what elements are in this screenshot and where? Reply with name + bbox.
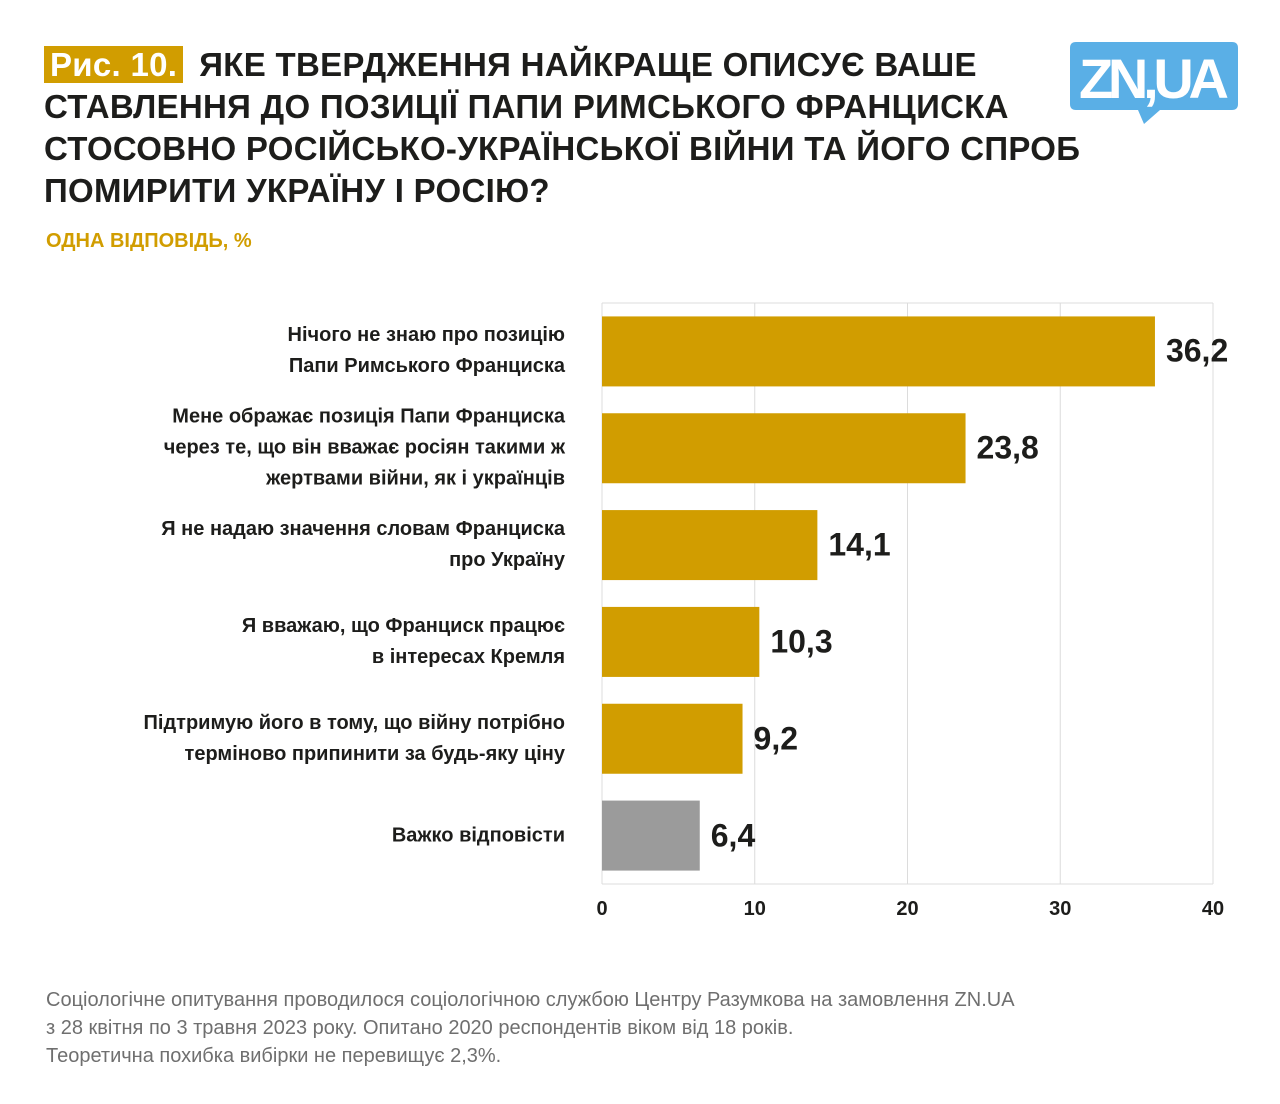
- svg-text:ZN,UA: ZN,UA: [1079, 47, 1229, 110]
- category-label: Я вважаю, що Франциск працює в інтересах …: [241, 614, 565, 668]
- title-text: ЯКЕ ТВЕРДЖЕННЯ НАЙКРАЩЕ ОПИСУЄ ВАШЕ СТАВ…: [44, 46, 1081, 209]
- bar: [602, 316, 1155, 387]
- bar: [602, 510, 818, 581]
- chart-title: Рис. 10. ЯКЕ ТВЕРДЖЕННЯ НАЙКРАЩЕ ОПИСУЄ В…: [44, 44, 1104, 212]
- data-label: 36,2: [1165, 332, 1229, 369]
- data-label: 6,4: [710, 817, 756, 854]
- figure-label: Рис. 10.: [44, 46, 184, 83]
- x-tick-label: 0: [596, 898, 608, 920]
- x-tick-label: 20: [896, 898, 919, 920]
- x-tick-label: 10: [743, 898, 766, 920]
- data-label: 14,1: [828, 526, 891, 563]
- x-tick-label: 30: [1049, 898, 1072, 920]
- chart-subtitle: ОДНА ВІДПОВІДЬ, %: [46, 230, 252, 252]
- zn-ua-logo: ZN,UA: [1070, 42, 1238, 124]
- bar: [602, 703, 743, 774]
- bar: [602, 413, 966, 484]
- category-label: Важко відповісти: [391, 824, 565, 847]
- category-label: Я не надаю значення словам Франциска про …: [161, 518, 565, 572]
- data-label: 23,8: [976, 429, 1039, 466]
- data-label: 10,3: [770, 623, 833, 660]
- x-tick-label: 40: [1201, 898, 1225, 920]
- bar: [602, 606, 760, 677]
- category-label: Нічого не знаю про позицію Папи Римського…: [287, 324, 565, 378]
- data-label: 9,2: [753, 720, 798, 757]
- bar: [602, 800, 700, 871]
- category-label: Підтримую його в тому, що війну потрібно…: [143, 711, 565, 765]
- footnote: Соціологічне опитування проводилося соці…: [46, 989, 1015, 1067]
- category-label: Мене ображає позиція Папи Франциска через…: [163, 405, 565, 490]
